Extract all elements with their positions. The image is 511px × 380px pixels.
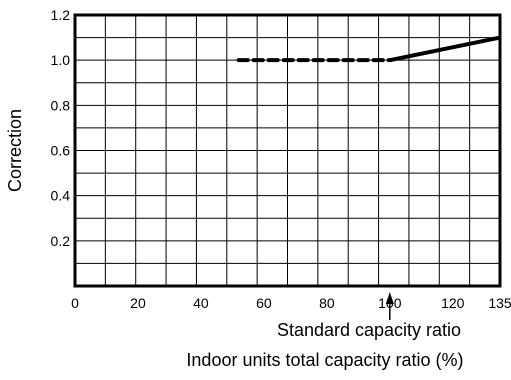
y-axis-title: Correction [5, 109, 25, 192]
y-tick-label: 1.2 [51, 7, 71, 23]
x-tick-label: 135 [488, 295, 511, 311]
y-tick-label: 0.8 [51, 97, 71, 113]
annotation-arrow-head [385, 292, 394, 304]
x-tick-label: 0 [71, 295, 79, 311]
y-tick-label: 0.2 [51, 233, 71, 249]
y-tick-label: 0.6 [51, 143, 71, 159]
x-axis-title: Indoor units total capacity ratio (%) [186, 350, 463, 370]
grid-lines [75, 15, 500, 286]
x-tick-label: 120 [441, 295, 465, 311]
solid-series-line [389, 35, 501, 63]
plot-frame [73, 13, 502, 288]
x-tick-label: 80 [319, 295, 335, 311]
tick-labels: 0204060801001201350.20.40.60.81.01.2 [51, 7, 511, 311]
x-tick-label: 60 [256, 295, 272, 311]
standard-capacity-annotation: Standard capacity ratio [277, 292, 461, 340]
x-tick-label: 20 [130, 295, 146, 311]
y-tick-label: 0.4 [51, 188, 71, 204]
y-tick-label: 1.0 [51, 52, 71, 68]
data-series [236, 35, 501, 63]
x-tick-label: 40 [193, 295, 209, 311]
annotation-label: Standard capacity ratio [277, 320, 461, 340]
